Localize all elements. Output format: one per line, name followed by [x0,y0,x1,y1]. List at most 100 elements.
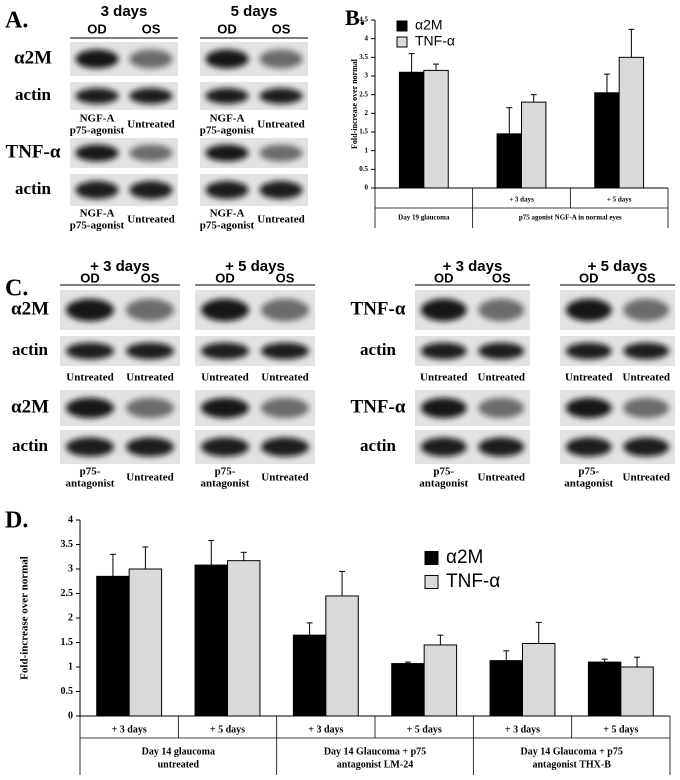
y-tick-label: 0 [68,710,73,721]
blot-band [129,144,173,162]
blot-band [129,181,173,199]
y-tick-label: 1.5 [359,128,368,136]
blot-band [75,49,119,69]
lane-caption: Untreated [623,472,670,484]
blot-band [126,437,174,457]
group-label: Day 14 Glaucoma + p75 [324,746,426,757]
blot-band [66,437,114,457]
x-tick-label: + 3 days [112,724,147,735]
lane-label: OD [80,270,100,285]
x-tick-label: + 5 days [603,724,638,735]
column-title: + 5 days [588,258,648,275]
bar [522,642,556,717]
lane-label: OS [492,270,511,285]
legend-label: α2M [446,547,483,568]
blot-band [623,397,670,419]
lane-caption: p75-agonist [70,125,125,137]
bar [423,69,449,189]
bar [587,661,622,717]
lane-caption: p75- [578,466,599,478]
y-tick-label: 3.5 [61,539,74,550]
row-marker: actin [360,340,396,359]
legend-label: TNF-α [415,33,455,49]
column-title: 5 days [231,3,278,20]
y-tick-label: 2 [68,612,73,623]
row-marker: α2M [11,396,49,417]
blot-band [261,298,309,322]
blot-band [205,144,249,162]
blot-band [420,397,467,419]
panel-label: A. [5,8,28,34]
blot-band [259,49,303,69]
group-label: antagonist THX-B [532,759,611,770]
y-axis-label: Fold-increase over normal [19,556,31,680]
bar [96,575,130,717]
group-label: antagonist LM-24 [337,759,413,770]
legend-label: TNF-α [446,571,500,592]
lane-label: OD [434,270,454,285]
lane-caption: NGF-A [210,208,245,220]
bar [325,595,359,717]
lane-caption: p75-agonist [200,220,255,232]
blot-band [126,397,174,419]
lane-caption: antagonist [66,478,115,490]
y-tick-label: 4 [365,34,369,42]
lane-label: OD [215,270,235,285]
y-tick-label: 4.5 [359,16,368,24]
blot-band [623,342,670,360]
column-title: + 5 days [225,258,285,275]
lane-caption: Untreated [127,214,174,226]
blot-band [201,437,249,457]
column-title: 3 days [101,3,148,20]
blot-band [565,437,612,457]
lane-caption: Untreated [127,119,174,131]
x-tick-label: + 5 days [407,724,442,735]
lane-label: OS [142,21,161,36]
lane-caption: antagonist [419,478,468,490]
lane-caption: NGF-A [80,208,115,220]
lane-caption: Untreated [126,372,173,384]
blot-band [420,342,467,360]
row-marker: actin [12,340,48,359]
blot-band [205,49,249,69]
lane-label: OS [141,270,160,285]
blot-band [129,49,173,69]
blot-band [201,342,249,360]
lane-caption: p75- [80,466,101,478]
y-tick-label: 2.5 [61,588,74,599]
blot-band [66,298,114,322]
blot-band [75,88,119,104]
bar [618,56,645,189]
blot-band [261,397,309,419]
blot-band [259,144,303,162]
lane-caption: Untreated [565,372,612,384]
y-axis-label: Fold-increase over normal [350,58,359,149]
row-marker: TNF-α [6,141,61,162]
blot-band [66,342,114,360]
bar [620,666,654,717]
y-tick-label: 2 [365,109,369,117]
x-tick-label: + 3 days [509,196,534,204]
group-label: p75 agonist NGF-A in normal eyes [519,214,622,222]
blot-band [259,181,303,199]
lane-caption: Untreated [257,214,304,226]
panel-label: D. [5,508,28,534]
blot-band [259,88,303,104]
y-tick-label: 2.5 [359,90,368,98]
blot-band [75,181,119,199]
legend-swatch [396,20,408,32]
bar [489,660,523,717]
lane-caption: NGF-A [80,113,115,125]
blot-band [129,88,173,104]
bar [227,560,261,717]
row-marker: actin [15,179,51,198]
legend-label: α2M [415,17,443,33]
row-marker: α2M [14,47,52,68]
blot-band [201,397,249,419]
panel-label: C. [5,276,28,302]
row-marker: actin [15,85,51,104]
y-tick-label: 4 [68,514,73,525]
column-title: + 3 days [90,258,150,275]
bar [521,101,547,189]
blot-band [420,298,467,322]
